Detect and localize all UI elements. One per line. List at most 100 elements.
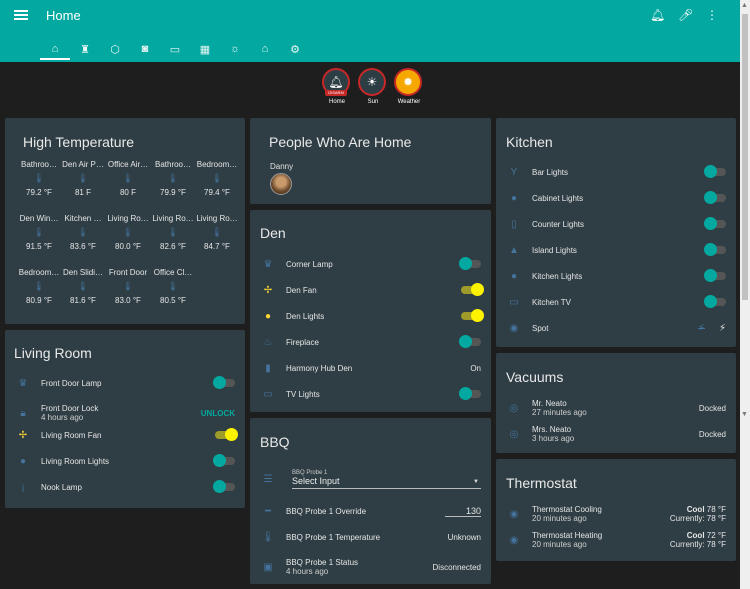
temperature-sensor[interactable]: Den Slidi… 🌡︎ 81.6 °F <box>61 268 105 305</box>
toggle-switch[interactable] <box>213 376 235 389</box>
toggle-switch[interactable] <box>213 454 235 467</box>
badge-sun[interactable]: ☀ Sun <box>358 68 388 105</box>
toggle-switch[interactable] <box>461 309 484 322</box>
select-label: BBQ Probe 1 <box>292 469 328 476</box>
badge-home[interactable]: 🔔︎ DISARM Home <box>322 68 352 105</box>
entity-name: Fireplace <box>286 337 319 347</box>
tab-robot[interactable]: ♜ <box>70 38 100 60</box>
microphone-icon[interactable]: 🎤︎ <box>678 8 694 22</box>
thermostat-current: Currently: 78 °F <box>669 540 726 549</box>
temperature-sensor[interactable]: Office Air… 🌡︎ 80 F <box>106 160 150 197</box>
scrollbar-thumb[interactable] <box>742 14 748 300</box>
temperature-sensor[interactable]: Bedroom… 🌡︎ 80.9 °F <box>17 268 61 305</box>
sensor-value: 80.9 °F <box>26 296 52 305</box>
tab-home-assistant[interactable]: ⬡ <box>100 38 130 60</box>
tab-camera[interactable]: ◙ <box>130 38 160 60</box>
list-icon: ☰ <box>263 473 273 485</box>
toggle-switch[interactable] <box>213 480 235 493</box>
thermostat-row[interactable]: ◉ Thermostat Cooling 20 minutes ago Cool 78… <box>506 501 726 527</box>
toggle-knob <box>704 269 717 282</box>
temperature-sensor[interactable]: Bedroom… 🌡︎ 79.4 °F <box>195 160 239 197</box>
entity-name: BBQ Probe 1 Override <box>286 506 367 516</box>
sensor-name: Living Ro… <box>196 214 238 223</box>
sensor-value: 79.2 °F <box>26 188 52 197</box>
thermometer-icon: 🌡︎ <box>122 281 134 291</box>
sensor-name: Living Ro… <box>107 214 149 223</box>
tv-icon: ▭ <box>509 296 519 308</box>
entity-row: ▮ Harmony Hub Den On <box>260 359 481 377</box>
tab-sun[interactable]: ☼ <box>220 38 250 60</box>
sensor-value: 81.6 °F <box>70 296 96 305</box>
temperature-sensor[interactable]: Bathroo… 🌡︎ 79.2 °F <box>17 160 61 197</box>
card-high-temperature: High Temperature Bathroo… 🌡︎ 79.2 °F Den Ai… <box>5 118 245 324</box>
thermostat-target: Cool 78 °F <box>670 505 726 514</box>
entity-name: Thermostat Heating <box>532 531 603 540</box>
glass-icon: Y <box>510 166 518 178</box>
entity-info: BBQ Probe 1 Temperature <box>286 533 448 542</box>
tab-house[interactable]: ⌂ <box>250 38 280 60</box>
scroll-down-icon[interactable]: ▼ <box>741 411 748 418</box>
entity-info: Thermostat Heating 20 minutes ago <box>532 531 670 549</box>
toggle-switch[interactable] <box>704 295 726 308</box>
temperature-sensor[interactable]: Bathroo… 🌡︎ 79.9 °F <box>151 160 195 197</box>
toggle-switch[interactable] <box>215 428 238 441</box>
temperature-sensor[interactable]: Kitchen … 🌡︎ 83.6 °F <box>61 214 105 251</box>
sensor-name: Den Win… <box>19 214 59 223</box>
toggle-switch[interactable] <box>459 335 481 348</box>
toggle-switch[interactable] <box>704 191 726 204</box>
flash-off-icon[interactable]: ⚡︎ <box>697 322 705 334</box>
lamp-icon: ♛ <box>263 258 273 270</box>
thermometer-icon: 🌡︎ <box>211 227 223 237</box>
tab-calendar[interactable]: ▦ <box>190 38 220 60</box>
thermostat-row[interactable]: ◉ Thermostat Heating 20 minutes ago Cool 72… <box>506 527 726 553</box>
tab-home[interactable]: ⌂ <box>40 38 70 60</box>
temperature-sensor[interactable]: Living Ro… 🌡︎ 82.6 °F <box>151 214 195 251</box>
scrollbar[interactable]: ▲ ▼ <box>740 0 750 589</box>
vacuum-row[interactable]: ◎ Mrs. Neato 3 hours ago Docked <box>506 421 726 447</box>
fan-icon: ✢ <box>263 284 273 296</box>
toggle-switch[interactable] <box>459 387 481 400</box>
menu-icon[interactable] <box>14 10 28 20</box>
toggle-switch[interactable] <box>461 283 484 296</box>
tab-gear[interactable]: ⚙ <box>280 38 310 60</box>
temperature-sensor[interactable]: Den Win… 🌡︎ 91.5 °F <box>17 214 61 251</box>
thermostat-mode: Cool <box>686 531 705 540</box>
lock-icon: 🔒︎ <box>20 407 26 419</box>
toggle-knob <box>213 480 226 493</box>
entity-secondary: 4 hours ago <box>286 567 329 576</box>
entity-name: Cabinet Lights <box>532 193 584 203</box>
entity-info: TV Lights <box>286 390 461 399</box>
temperature-sensor[interactable]: Den Air P… 🌡︎ 81 F <box>61 160 105 197</box>
vacuum-icon: ◎ <box>509 428 519 440</box>
tab-cast[interactable]: ▭ <box>160 38 190 60</box>
fan-icon: ✢ <box>18 429 28 441</box>
temperature-sensor[interactable]: Office Cl… 🌡︎ 80.5 °F <box>151 268 195 305</box>
temperature-sensor[interactable]: Front Door 🌡︎ 83.0 °F <box>106 268 150 305</box>
temperature-sensor[interactable]: Living Ro… 🌡︎ 84.7 °F <box>195 214 239 251</box>
override-input[interactable]: 130 <box>445 506 481 517</box>
toggle-switch[interactable] <box>459 257 481 270</box>
badge-weather[interactable]: ✹ Weather <box>394 68 424 105</box>
flash-icon[interactable]: ⚡︎ <box>718 322 726 334</box>
entity-info: Counter Lights <box>532 220 706 229</box>
weather-sunny-icon: ✹ <box>402 75 414 89</box>
bbq-select[interactable]: BBQ Probe 1 Select Input ▼ <box>292 470 481 489</box>
calendar-icon: ▦ <box>199 43 211 56</box>
toggle-switch[interactable] <box>704 217 726 230</box>
toggle-switch[interactable] <box>704 269 726 282</box>
unlock-button[interactable]: UNLOCK <box>200 408 235 418</box>
entity-row: ✢ Living Room Fan <box>15 426 238 444</box>
bell-icon[interactable]: 🔔︎ <box>650 8 666 22</box>
entity-row: ¡ Nook Lamp <box>15 478 235 496</box>
cast-icon: ▭ <box>169 43 181 56</box>
floor-lamp-icon: ¡ <box>21 481 25 493</box>
vacuum-icon: ◎ <box>509 402 519 414</box>
entity-info: Island Lights <box>532 246 706 255</box>
temperature-sensor[interactable]: Living Ro… 🌡︎ 80.0 °F <box>106 214 150 251</box>
more-vert-icon[interactable]: ⋮ <box>706 8 718 22</box>
toggle-switch[interactable] <box>704 243 726 256</box>
vacuum-row[interactable]: ◎ Mr. Neato 27 minutes ago Docked <box>506 395 726 421</box>
avatar[interactable] <box>270 173 292 195</box>
toggle-switch[interactable] <box>704 165 726 178</box>
scroll-up-icon[interactable]: ▲ <box>741 2 748 9</box>
